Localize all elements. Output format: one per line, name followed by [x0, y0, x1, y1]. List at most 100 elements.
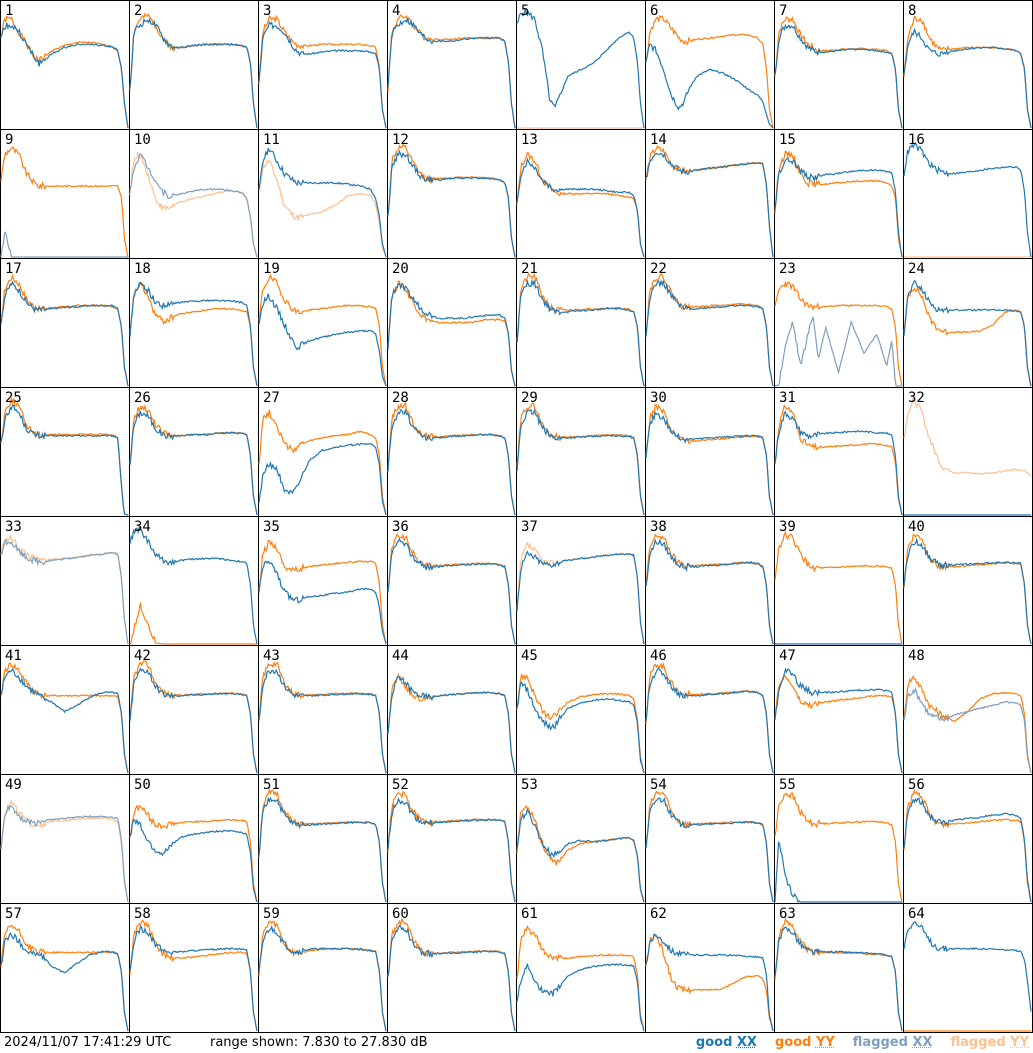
panel-number: 38	[650, 519, 667, 535]
panel-number: 44	[392, 648, 409, 664]
panel-frame	[516, 0, 646, 130]
panel-number: 23	[779, 261, 796, 277]
series-xx-line	[387, 797, 516, 903]
series-yy-line	[903, 396, 1032, 477]
series-xx-line	[129, 17, 258, 129]
panel-frame	[258, 258, 388, 388]
panel-number: 10	[134, 132, 151, 148]
antenna-panel: 16	[903, 129, 1033, 259]
panel-number: 35	[263, 519, 280, 535]
antenna-panel: 17	[0, 258, 130, 388]
series-yy-line	[516, 925, 645, 1032]
series-xx-line	[645, 538, 774, 645]
panel-number: 32	[908, 390, 925, 406]
series-yy-line	[774, 792, 903, 903]
legend-status: flagged	[852, 1035, 913, 1050]
antenna-panel: 36	[387, 516, 517, 646]
panel-number: 26	[134, 390, 151, 406]
series-yy-line	[0, 146, 129, 258]
antenna-panel: 33	[0, 516, 130, 646]
panel-frame	[258, 516, 388, 646]
panel-frame	[774, 645, 904, 775]
series-xx-line	[774, 23, 903, 129]
panel-frame	[0, 774, 130, 904]
series-yy-line	[516, 673, 645, 774]
panel-number: 61	[521, 906, 538, 922]
antenna-panel: 43	[258, 645, 388, 775]
series-yy-line	[129, 602, 257, 645]
panel-frame	[903, 774, 1033, 904]
panel-frame	[516, 387, 646, 517]
panel-frame	[903, 258, 1033, 388]
panel-number: 27	[263, 390, 280, 406]
series-xx-line	[516, 157, 645, 258]
panel-frame	[903, 129, 1033, 259]
legend-pol: XX	[736, 1035, 757, 1050]
antenna-panel: 2	[129, 0, 259, 130]
antenna-panel: 40	[903, 516, 1033, 646]
series-yy-line	[0, 924, 129, 1032]
panel-frame	[774, 516, 904, 646]
legend-status: good	[695, 1035, 737, 1050]
panel-frame	[129, 516, 259, 646]
antenna-panel: 18	[129, 258, 259, 388]
series-xx-line	[645, 43, 774, 129]
series-xx-line	[516, 963, 645, 1032]
panel-frame	[516, 903, 646, 1033]
panel-number: 22	[650, 261, 667, 277]
antenna-panel: 62	[645, 903, 775, 1033]
series-yy-line	[0, 662, 129, 774]
panel-number: 34	[134, 519, 151, 535]
panel-number: 1	[5, 3, 13, 19]
panel-frame	[0, 645, 130, 775]
antenna-panel: 39	[774, 516, 904, 646]
panel-frame	[903, 645, 1033, 775]
panel-frame	[903, 387, 1033, 517]
series-yy-line	[645, 404, 774, 516]
panel-frame	[129, 387, 259, 517]
series-xx-line	[774, 156, 903, 258]
antenna-panel: 54	[645, 774, 775, 904]
antenna-panel: 32	[903, 387, 1033, 517]
antenna-panel: 15	[774, 129, 904, 259]
series-xx-line	[516, 408, 645, 516]
series-yy-line	[774, 917, 903, 1032]
panel-frame	[774, 0, 904, 130]
panel-number: 17	[5, 261, 22, 277]
antenna-panel: 48	[903, 645, 1033, 775]
antenna-panel: 9	[0, 129, 130, 259]
series-xx-line	[0, 231, 128, 258]
panel-number: 2	[134, 3, 142, 19]
antenna-panel: 22	[645, 258, 775, 388]
panel-frame	[774, 258, 904, 388]
antenna-panel: 44	[387, 645, 517, 775]
antenna-panel: 8	[903, 0, 1033, 130]
panel-frame	[0, 258, 130, 388]
panel-frame	[903, 516, 1033, 646]
antenna-panel: 30	[645, 387, 775, 517]
panel-number: 7	[779, 3, 787, 19]
panel-number: 50	[134, 777, 151, 793]
antenna-panel: 3	[258, 0, 388, 130]
antenna-panel: 55	[774, 774, 904, 904]
series-xx-line	[0, 539, 129, 645]
series-xx-line	[0, 932, 129, 1032]
antenna-panel: 50	[129, 774, 259, 904]
panel-number: 47	[779, 648, 796, 664]
panel-number: 31	[779, 390, 796, 406]
antenna-panel: 31	[774, 387, 904, 517]
panel-frame	[129, 645, 259, 775]
timestamp: 2024/11/07 17:41:29 UTC	[4, 1035, 172, 1050]
panel-frame	[258, 645, 388, 775]
series-yy-line	[258, 14, 387, 129]
panel-frame	[774, 129, 904, 259]
antenna-panel: 29	[516, 387, 646, 517]
antenna-panel: 24	[903, 258, 1033, 388]
series-xx-line	[258, 442, 387, 516]
series-yy-line	[387, 280, 516, 387]
series-xx-line	[387, 149, 516, 258]
series-xx-line	[645, 933, 774, 1032]
panel-number: 33	[5, 519, 22, 535]
antenna-panel: 12	[387, 129, 517, 259]
series-xx-line	[903, 279, 1032, 387]
